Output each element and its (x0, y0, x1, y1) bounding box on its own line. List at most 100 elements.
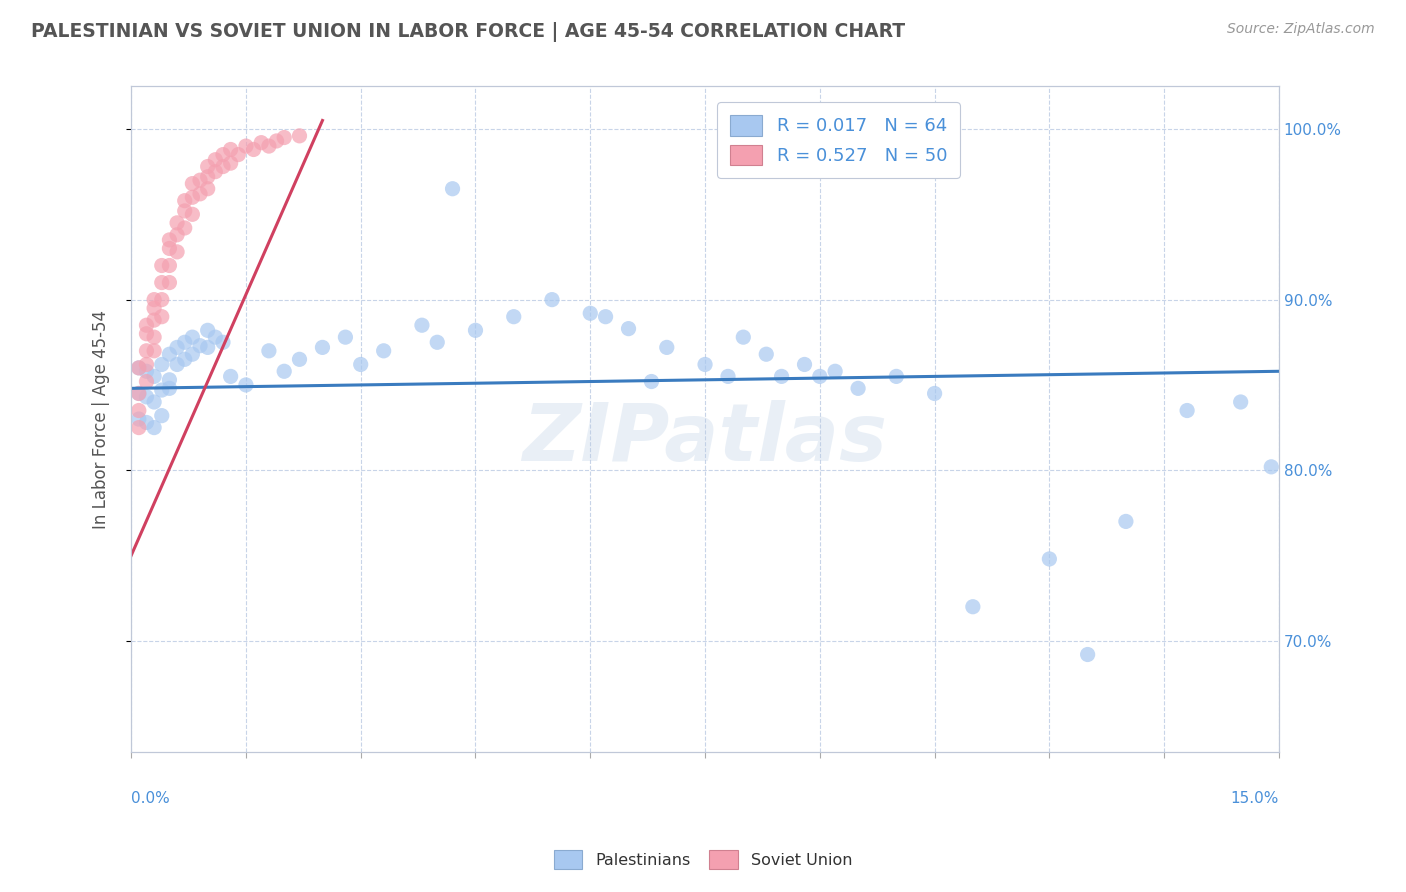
Point (188, 339, 211, 353)
Point (204, 330, 226, 344)
Point (135, 343, 157, 358)
Point (235, 139, 257, 153)
Text: Source: ZipAtlas.com: Source: ZipAtlas.com (1227, 22, 1375, 37)
Text: PALESTINIAN VS SOVIET UNION IN LABOR FORCE | AGE 45-54 CORRELATION CHART: PALESTINIAN VS SOVIET UNION IN LABOR FOR… (31, 22, 905, 42)
Point (173, 203, 195, 218)
Point (128, 420, 150, 434)
Point (886, 369, 908, 384)
Point (846, 381, 869, 395)
Point (135, 318, 157, 333)
Point (426, 335, 449, 350)
Point (166, 227, 188, 242)
Point (150, 259, 173, 273)
Point (579, 306, 602, 320)
Point (411, 318, 433, 333)
Legend: R = 0.017   N = 64, R = 0.527   N = 50: R = 0.017 N = 64, R = 0.527 N = 50 (717, 102, 960, 178)
Point (166, 216, 188, 230)
Point (595, 310, 617, 324)
Point (157, 242, 180, 256)
Point (128, 360, 150, 375)
Point (219, 143, 242, 157)
Point (143, 343, 166, 358)
Point (288, 352, 311, 367)
Point (181, 347, 204, 361)
Point (808, 369, 831, 384)
Point (173, 352, 195, 367)
Legend: Palestinians, Soviet Union: Palestinians, Soviet Union (547, 844, 859, 875)
Point (717, 369, 740, 384)
Point (1077, 648, 1099, 662)
Point (257, 343, 280, 358)
Point (212, 335, 235, 350)
Point (157, 233, 180, 247)
Point (219, 369, 242, 384)
Point (197, 169, 219, 184)
Point (1260, 459, 1282, 474)
Point (350, 358, 373, 372)
Y-axis label: In Labor Force | Age 45-54: In Labor Force | Age 45-54 (93, 310, 110, 529)
Point (335, 330, 357, 344)
Point (1115, 515, 1137, 529)
Point (143, 395, 166, 409)
Point (135, 375, 157, 389)
Point (464, 323, 486, 337)
Point (197, 160, 219, 174)
Point (173, 194, 195, 208)
Point (150, 383, 173, 397)
Point (135, 326, 157, 341)
Point (266, 134, 288, 148)
Point (157, 373, 180, 387)
Point (204, 164, 226, 178)
Point (770, 369, 793, 384)
Point (311, 340, 333, 354)
Point (235, 378, 257, 392)
Point (143, 301, 166, 315)
Point (962, 599, 984, 614)
Point (128, 386, 150, 401)
Point (204, 153, 226, 167)
Point (502, 310, 524, 324)
Point (197, 182, 219, 196)
Point (197, 323, 219, 337)
Point (288, 128, 311, 143)
Point (128, 412, 150, 426)
Point (166, 340, 188, 354)
Point (1038, 552, 1060, 566)
Point (793, 358, 815, 372)
Point (128, 403, 150, 417)
Point (250, 136, 273, 150)
Point (617, 321, 640, 335)
Point (197, 340, 219, 354)
Point (157, 381, 180, 395)
Point (181, 207, 204, 221)
Point (157, 276, 180, 290)
Point (824, 364, 846, 378)
Point (693, 358, 716, 372)
Point (157, 347, 180, 361)
Point (373, 343, 395, 358)
Point (173, 221, 195, 235)
Text: 0.0%: 0.0% (131, 790, 170, 805)
Point (143, 313, 166, 327)
Point (150, 310, 173, 324)
Text: ZIPatlas: ZIPatlas (523, 400, 887, 478)
Point (135, 364, 157, 378)
Point (135, 390, 157, 404)
Point (733, 330, 755, 344)
Point (143, 369, 166, 384)
Point (273, 364, 295, 378)
Point (273, 130, 295, 145)
Text: 15.0%: 15.0% (1230, 790, 1279, 805)
Point (150, 409, 173, 423)
Point (655, 340, 678, 354)
Point (128, 360, 150, 375)
Point (135, 358, 157, 372)
Point (181, 177, 204, 191)
Point (219, 156, 242, 170)
Point (188, 173, 211, 187)
Point (150, 358, 173, 372)
Point (135, 416, 157, 430)
Point (173, 335, 195, 350)
Point (143, 330, 166, 344)
Point (166, 244, 188, 259)
